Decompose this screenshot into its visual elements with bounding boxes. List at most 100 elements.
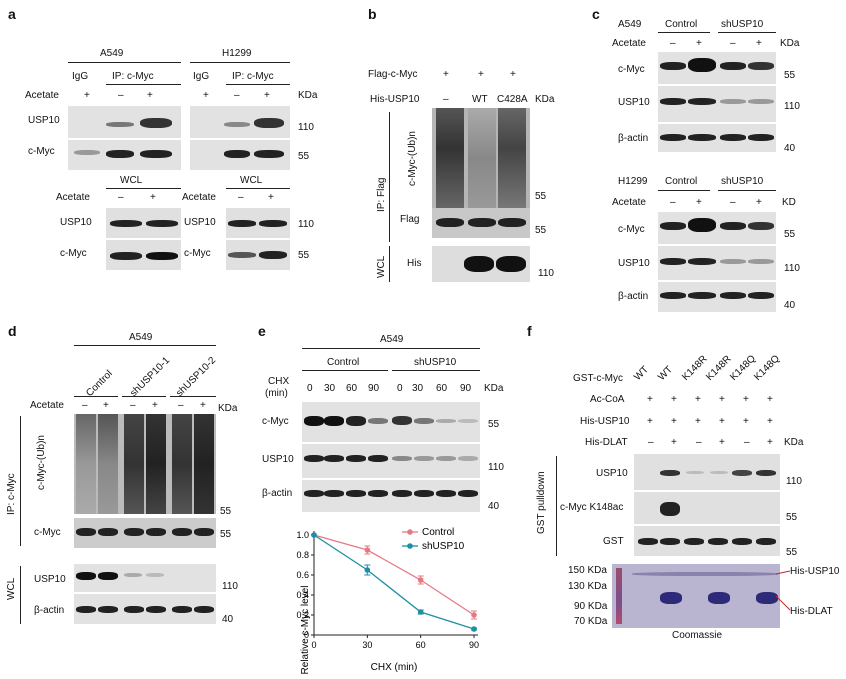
f-gel-arrows <box>775 570 791 611</box>
panel-label-a: a <box>8 6 16 22</box>
y-tick-label: 0.4 <box>296 590 309 600</box>
a-sign: + <box>264 90 270 101</box>
data-point <box>471 612 477 618</box>
b-c428a-label: C428A <box>497 94 528 105</box>
c-control-label: Control <box>665 19 698 30</box>
d-sign: + <box>200 400 206 411</box>
panel-label-f: f <box>527 323 532 339</box>
e-usp10-label: USP10 <box>262 454 294 465</box>
a-ip-blot-a549 <box>68 106 181 170</box>
d-a549-label: A549 <box>129 332 153 343</box>
b-ip-flag-label: IP: Flag <box>376 177 387 212</box>
legend-label: Control <box>422 527 454 538</box>
b-marker-110: 110 <box>538 268 554 279</box>
y-tick-label: 0.2 <box>296 610 309 620</box>
b-marker-55: 55 <box>535 191 547 202</box>
series-line <box>313 534 475 616</box>
f-sign: + <box>671 416 677 427</box>
f-sign: + <box>647 394 653 405</box>
e-time: 90 <box>460 383 472 394</box>
a-sign: + <box>203 90 209 101</box>
d-sign: – <box>130 400 136 411</box>
f-lane-label: K148R <box>680 353 710 383</box>
data-point <box>417 577 424 583</box>
d-sh2-label: shUSP10-2 <box>174 355 219 399</box>
c-blot-h1299 <box>658 212 776 312</box>
a-sign: + <box>150 192 156 203</box>
f-gst-label: GST <box>603 536 624 547</box>
b-sign: + <box>510 69 516 80</box>
c-marker-110: 110 <box>784 101 800 112</box>
b-marker-55-2: 55 <box>535 225 547 236</box>
data-point <box>364 547 371 553</box>
f-sign: + <box>743 416 749 427</box>
a-sign: – <box>118 90 124 101</box>
f-coomassie-gel <box>612 564 780 628</box>
f-lane-label: K148R <box>704 353 734 383</box>
f-coomassie-label: Coomassie <box>672 630 723 641</box>
a-acetate-label-3: Acetate <box>182 192 216 203</box>
f-marker-55-2: 55 <box>786 547 798 558</box>
e-shusp10-label: shUSP10 <box>414 357 457 368</box>
b-kda-label: KDa <box>535 94 555 105</box>
c-sign: + <box>756 38 762 49</box>
c-sign: – <box>730 38 736 49</box>
c-h1299-label: H1299 <box>618 176 648 187</box>
a-wcl-label-2: WCL <box>240 175 263 186</box>
a-wcl-usp10-label-2: USP10 <box>184 217 216 228</box>
a-cell-a549: A549 <box>100 48 124 59</box>
f-lane-label: K148Q <box>752 353 783 383</box>
e-cmyc-label: c-Myc <box>262 416 289 427</box>
chart-xlabel: CHX (min) <box>371 662 418 673</box>
d-usp10-label: USP10 <box>34 574 66 585</box>
c-sign: + <box>696 197 702 208</box>
a-wcl-blot-a549 <box>106 208 181 270</box>
a-sign: + <box>147 90 153 101</box>
data-point <box>417 609 424 615</box>
c-bactin-label-2: β-actin <box>618 291 649 302</box>
f-his-usp10-label: His-USP10 <box>580 416 630 427</box>
panel-label-e: e <box>258 323 266 339</box>
d-cmyc-ub-label: c-Myc-(Ub)n <box>36 435 47 490</box>
f-lane-label: WT <box>632 364 651 383</box>
a-igg-label: IgG <box>72 71 89 82</box>
b-wcl-label: WCL <box>376 255 387 278</box>
d-sign: + <box>152 400 158 411</box>
f-sign: + <box>671 394 677 405</box>
c-myc-decay-chart: Relative c-Myc level CHX (min) 0 0.2 0.4 0.… <box>296 527 479 674</box>
d-marker-55: 55 <box>220 506 232 517</box>
a-wcl-label: WCL <box>120 175 143 186</box>
c-marker-40: 40 <box>784 143 796 154</box>
f-gst-cmyc-label: GST-c-Myc <box>573 373 623 384</box>
c-marker-55: 55 <box>784 70 796 81</box>
f-kda150-label: 150 KDa <box>568 565 607 576</box>
f-sign: + <box>647 416 653 427</box>
e-time: 60 <box>346 383 358 394</box>
c-sign: + <box>696 38 702 49</box>
f-gst-pulldown-label: GST pulldown <box>536 471 547 534</box>
a-ip-label-2: IP: c-Myc <box>232 71 274 82</box>
d-marker-40: 40 <box>222 614 234 625</box>
d-wcl-label: WCL <box>6 577 17 600</box>
c-control-label-2: Control <box>665 176 698 187</box>
b-sign: – <box>443 94 449 105</box>
data-point <box>471 626 477 632</box>
b-his-usp10-label: His-USP10 <box>370 94 420 105</box>
c-a549-label: A549 <box>618 19 642 30</box>
c-blot-a549 <box>658 52 776 152</box>
y-tick-label: 1.0 <box>296 530 309 540</box>
a-sign: – <box>238 192 244 203</box>
data-point <box>311 532 317 538</box>
y-tick-label: 0 <box>304 630 309 640</box>
f-sign: + <box>719 416 725 427</box>
a-cmyc-label: c-Myc <box>28 146 55 157</box>
c-sign: + <box>756 197 762 208</box>
f-sign: + <box>695 394 701 405</box>
panel-label-b: b <box>368 6 377 22</box>
c-kd-label: KD <box>782 197 796 208</box>
f-lane-label: WT <box>656 364 675 383</box>
c-bactin-label: β-actin <box>618 133 649 144</box>
b-flag-cmyc-label: Flag-c-Myc <box>368 69 418 80</box>
d-sh1-label: shUSP10-1 <box>128 355 173 399</box>
a-sign: – <box>234 90 240 101</box>
